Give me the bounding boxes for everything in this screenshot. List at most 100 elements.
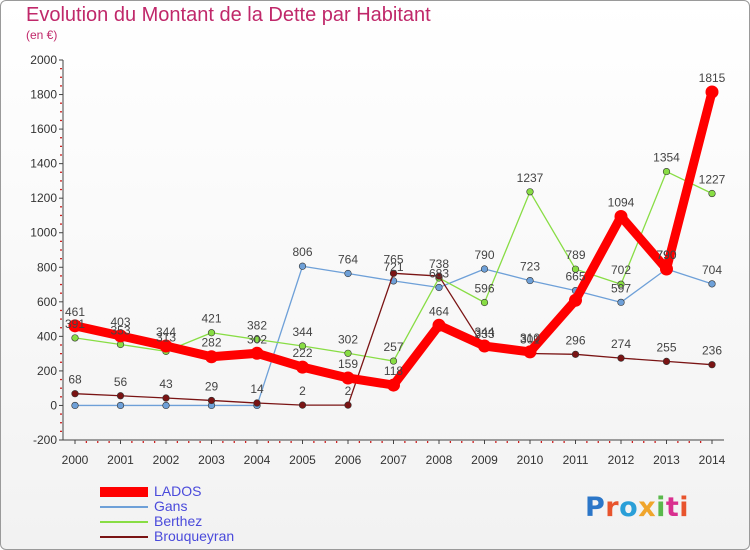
y-tick-label: 1000: [30, 226, 57, 240]
data-point-brouqueyran: [162, 394, 170, 402]
x-tick-label: 2002: [153, 453, 180, 467]
data-point-lados: [614, 209, 628, 223]
x-tick-label: 2000: [62, 453, 89, 467]
x-tick-label: 2010: [517, 453, 544, 467]
data-label-lados: 302: [247, 332, 267, 346]
y-tick-label: -200: [33, 433, 57, 447]
data-point-gans: [344, 269, 352, 278]
data-point-brouqueyran: [571, 350, 580, 358]
data-point-lados: [660, 262, 673, 276]
data-point-berthez: [526, 188, 534, 196]
data-label-lados: 403: [110, 315, 130, 329]
data-point-lados: [387, 378, 400, 392]
y-tick-label: 400: [37, 329, 57, 343]
data-point-berthez: [298, 342, 307, 350]
y-tick-label: 1800: [30, 88, 57, 102]
data-label-lados: 118: [384, 364, 403, 378]
y-tick-label: 1600: [30, 122, 57, 136]
data-point-lados: [114, 329, 127, 343]
data-label-brouqueyran: 255: [656, 340, 676, 354]
data-point-gans: [162, 401, 170, 410]
data-label-berthez: 344: [292, 325, 312, 339]
data-label-lados: 159: [338, 357, 358, 371]
data-label-brouqueyran: 14: [250, 382, 264, 396]
legend: LADOS Gans Berthez Brouqueyran: [100, 483, 300, 544]
data-point-lados: [705, 85, 719, 99]
data-label-gans: 683: [429, 266, 449, 280]
data-label-brouqueyran: 43: [159, 377, 173, 391]
y-tick-label: 0: [50, 398, 57, 412]
legend-item-brouqueyran: Brouqueyran: [100, 528, 300, 544]
data-label-berthez: 738: [429, 257, 449, 271]
data-point-brouqueyran: [71, 390, 79, 398]
data-point-berthez: [344, 349, 352, 357]
data-point-brouqueyran: [617, 354, 625, 362]
data-point-lados: [205, 350, 218, 364]
legend-label: LADOS: [154, 483, 202, 499]
data-point-lados: [478, 339, 491, 353]
legend-item-lados: LADOS: [100, 483, 300, 499]
data-label-berthez: 421: [201, 312, 221, 326]
data-label-brouqueyran: 2: [345, 384, 352, 398]
data-label-berthez: 702: [611, 263, 631, 277]
data-point-brouqueyran: [298, 401, 307, 409]
data-label-brouqueyran: 29: [205, 379, 219, 393]
data-point-brouqueyran: [253, 399, 261, 407]
proxiti-logo: Proxiti: [585, 492, 690, 523]
x-tick-label: 2003: [198, 453, 225, 467]
chart-subtitle: (en €): [26, 28, 58, 42]
x-tick-label: 2011: [563, 453, 589, 467]
data-label-brouqueyran: 296: [565, 333, 585, 347]
data-point-berthez: [617, 280, 625, 288]
data-point-gans: [617, 298, 625, 306]
data-point-lados: [523, 345, 537, 359]
data-label-lados: 1815: [699, 71, 726, 85]
data-label-gans: 790: [656, 248, 676, 262]
chart-title: Evolution du Montant de la Dette par Hab…: [26, 4, 431, 26]
data-label-berthez: 302: [338, 332, 358, 346]
data-label-gans: 665: [565, 270, 585, 284]
data-label-gans: 704: [702, 263, 722, 277]
legend-label: Brouqueyran: [154, 528, 235, 544]
data-label-gans: 723: [520, 260, 540, 274]
data-point-gans: [116, 401, 125, 410]
x-tick-label: 2008: [426, 453, 453, 467]
legend-swatch: [100, 529, 148, 544]
data-label-gans: 721: [383, 260, 403, 274]
x-tick-label: 2009: [471, 453, 498, 467]
data-point-berthez: [207, 329, 216, 337]
data-label-berthez: 789: [565, 248, 585, 262]
x-tick-label: 2012: [608, 453, 635, 467]
data-label-gans: 806: [292, 245, 312, 259]
y-tick-label: 1400: [30, 157, 57, 171]
x-tick-label: 2013: [653, 453, 680, 467]
data-label-lados: 310: [520, 331, 540, 345]
data-point-gans: [298, 262, 307, 270]
data-label-lados: 222: [292, 346, 312, 360]
data-label-brouqueyran: 333: [474, 327, 494, 341]
data-label-brouqueyran: 236: [702, 344, 722, 358]
data-label-berthez: 596: [474, 282, 494, 296]
data-point-gans: [71, 401, 79, 410]
data-point-brouqueyran: [116, 392, 125, 400]
data-point-brouqueyran: [344, 401, 352, 409]
legend-label: Berthez: [154, 513, 203, 529]
data-point-lados: [296, 360, 309, 374]
data-label-lados: 464: [429, 304, 449, 318]
data-label-lados: 790: [656, 248, 676, 262]
legend-item-berthez: Berthez: [100, 513, 300, 529]
data-point-lados: [159, 339, 173, 353]
data-label-berthez: 1354: [653, 151, 680, 165]
data-point-brouqueyran: [207, 396, 216, 405]
data-label-lados: 1094: [608, 195, 635, 209]
data-label-lados: 461: [65, 305, 85, 319]
data-label-gans: 790: [474, 248, 494, 262]
data-label-lados: 344: [156, 325, 176, 339]
data-label-berthez: 1237: [517, 171, 544, 185]
data-point-berthez: [389, 357, 398, 365]
data-label-lados: 344: [474, 325, 494, 339]
data-label-berthez: 382: [247, 318, 267, 332]
data-point-berthez: [571, 265, 580, 273]
data-label-brouqueyran: 274: [611, 337, 631, 351]
